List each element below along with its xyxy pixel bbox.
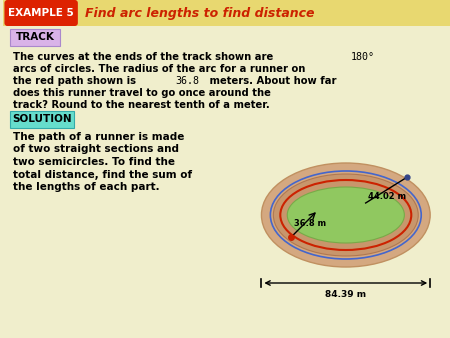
Text: The path of a runner is made: The path of a runner is made [14,132,184,142]
Ellipse shape [287,187,405,243]
Text: of two straight sections and: of two straight sections and [14,145,180,154]
Text: the red path shown is: the red path shown is [14,76,140,86]
Text: arcs of circles. The radius of the arc for a runner on: arcs of circles. The radius of the arc f… [14,64,306,74]
Text: 180°: 180° [351,52,375,62]
Text: total distance, find the sum of: total distance, find the sum of [14,169,193,179]
Text: SOLUTION: SOLUTION [12,115,72,124]
Text: the lengths of each part.: the lengths of each part. [14,182,160,192]
Text: does this runner travel to go once around the: does this runner travel to go once aroun… [14,88,271,98]
Text: 84.39 m: 84.39 m [325,290,366,299]
Text: 36.8: 36.8 [176,76,199,86]
FancyBboxPatch shape [10,111,74,128]
Ellipse shape [273,174,418,256]
Ellipse shape [261,163,430,267]
FancyBboxPatch shape [10,29,60,46]
FancyBboxPatch shape [4,0,78,26]
Text: EXAMPLE 5: EXAMPLE 5 [8,8,74,18]
Text: meters. About how far: meters. About how far [206,76,337,86]
FancyBboxPatch shape [4,0,450,26]
Text: The curves at the ends of the track shown are: The curves at the ends of the track show… [14,52,277,62]
Text: track? Round to the nearest tenth of a meter.: track? Round to the nearest tenth of a m… [14,100,270,110]
Text: two semicircles. To find the: two semicircles. To find the [14,157,176,167]
Text: TRACK: TRACK [16,32,54,43]
Text: 44.02 m: 44.02 m [368,192,406,201]
Text: Find arc lengths to find distance: Find arc lengths to find distance [85,6,314,20]
Text: 36.8 m: 36.8 m [294,218,326,227]
